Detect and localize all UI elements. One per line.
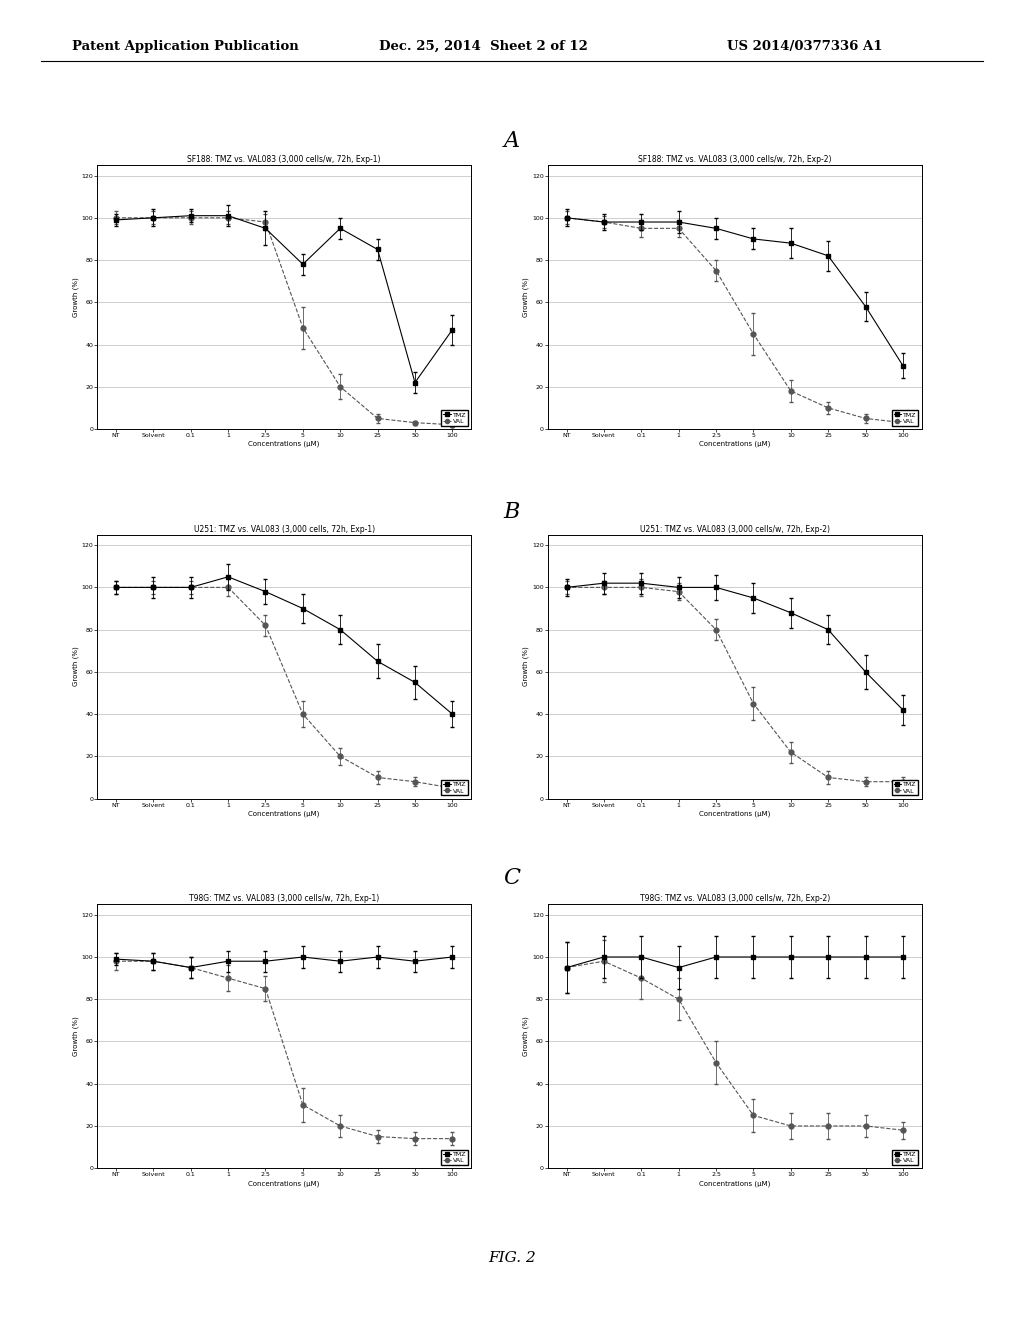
- Y-axis label: Growth (%): Growth (%): [522, 277, 529, 317]
- Legend: TMZ, VAL: TMZ, VAL: [892, 1150, 919, 1166]
- Y-axis label: Growth (%): Growth (%): [522, 1016, 529, 1056]
- Y-axis label: Growth (%): Growth (%): [72, 1016, 79, 1056]
- Legend: TMZ, VAL: TMZ, VAL: [892, 411, 919, 426]
- Title: SF188: TMZ vs. VAL083 (3,000 cells/w, 72h, Exp-1): SF188: TMZ vs. VAL083 (3,000 cells/w, 72…: [187, 156, 381, 164]
- Text: A: A: [504, 131, 520, 152]
- X-axis label: Concentrations (µM): Concentrations (µM): [699, 1180, 770, 1187]
- X-axis label: Concentrations (µM): Concentrations (µM): [699, 441, 770, 447]
- Text: Dec. 25, 2014  Sheet 2 of 12: Dec. 25, 2014 Sheet 2 of 12: [379, 40, 588, 53]
- Y-axis label: Growth (%): Growth (%): [72, 277, 79, 317]
- Legend: TMZ, VAL: TMZ, VAL: [441, 780, 468, 796]
- Legend: TMZ, VAL: TMZ, VAL: [441, 411, 468, 426]
- Title: SF188: TMZ vs. VAL083 (3,000 cells/w, 72h, Exp-2): SF188: TMZ vs. VAL083 (3,000 cells/w, 72…: [638, 156, 831, 164]
- Title: U251: TMZ vs. VAL083 (3,000 cells, 72h, Exp-1): U251: TMZ vs. VAL083 (3,000 cells, 72h, …: [194, 525, 375, 533]
- Title: T98G: TMZ vs. VAL083 (3,000 cells/w, 72h, Exp-2): T98G: TMZ vs. VAL083 (3,000 cells/w, 72h…: [640, 895, 829, 903]
- Text: C: C: [504, 867, 520, 888]
- Y-axis label: Growth (%): Growth (%): [522, 647, 529, 686]
- Title: U251: TMZ vs. VAL083 (3,000 cells/w, 72h, Exp-2): U251: TMZ vs. VAL083 (3,000 cells/w, 72h…: [640, 525, 829, 533]
- X-axis label: Concentrations (µM): Concentrations (µM): [249, 1180, 319, 1187]
- Y-axis label: Growth (%): Growth (%): [72, 647, 79, 686]
- Legend: TMZ, VAL: TMZ, VAL: [441, 1150, 468, 1166]
- Title: T98G: TMZ vs. VAL083 (3,000 cells/w, 72h, Exp-1): T98G: TMZ vs. VAL083 (3,000 cells/w, 72h…: [189, 895, 379, 903]
- Text: B: B: [504, 502, 520, 523]
- X-axis label: Concentrations (µM): Concentrations (µM): [699, 810, 770, 817]
- X-axis label: Concentrations (µM): Concentrations (µM): [249, 810, 319, 817]
- Text: US 2014/0377336 A1: US 2014/0377336 A1: [727, 40, 883, 53]
- Legend: TMZ, VAL: TMZ, VAL: [892, 780, 919, 796]
- X-axis label: Concentrations (µM): Concentrations (µM): [249, 441, 319, 447]
- Text: Patent Application Publication: Patent Application Publication: [72, 40, 298, 53]
- Text: FIG. 2: FIG. 2: [488, 1251, 536, 1265]
